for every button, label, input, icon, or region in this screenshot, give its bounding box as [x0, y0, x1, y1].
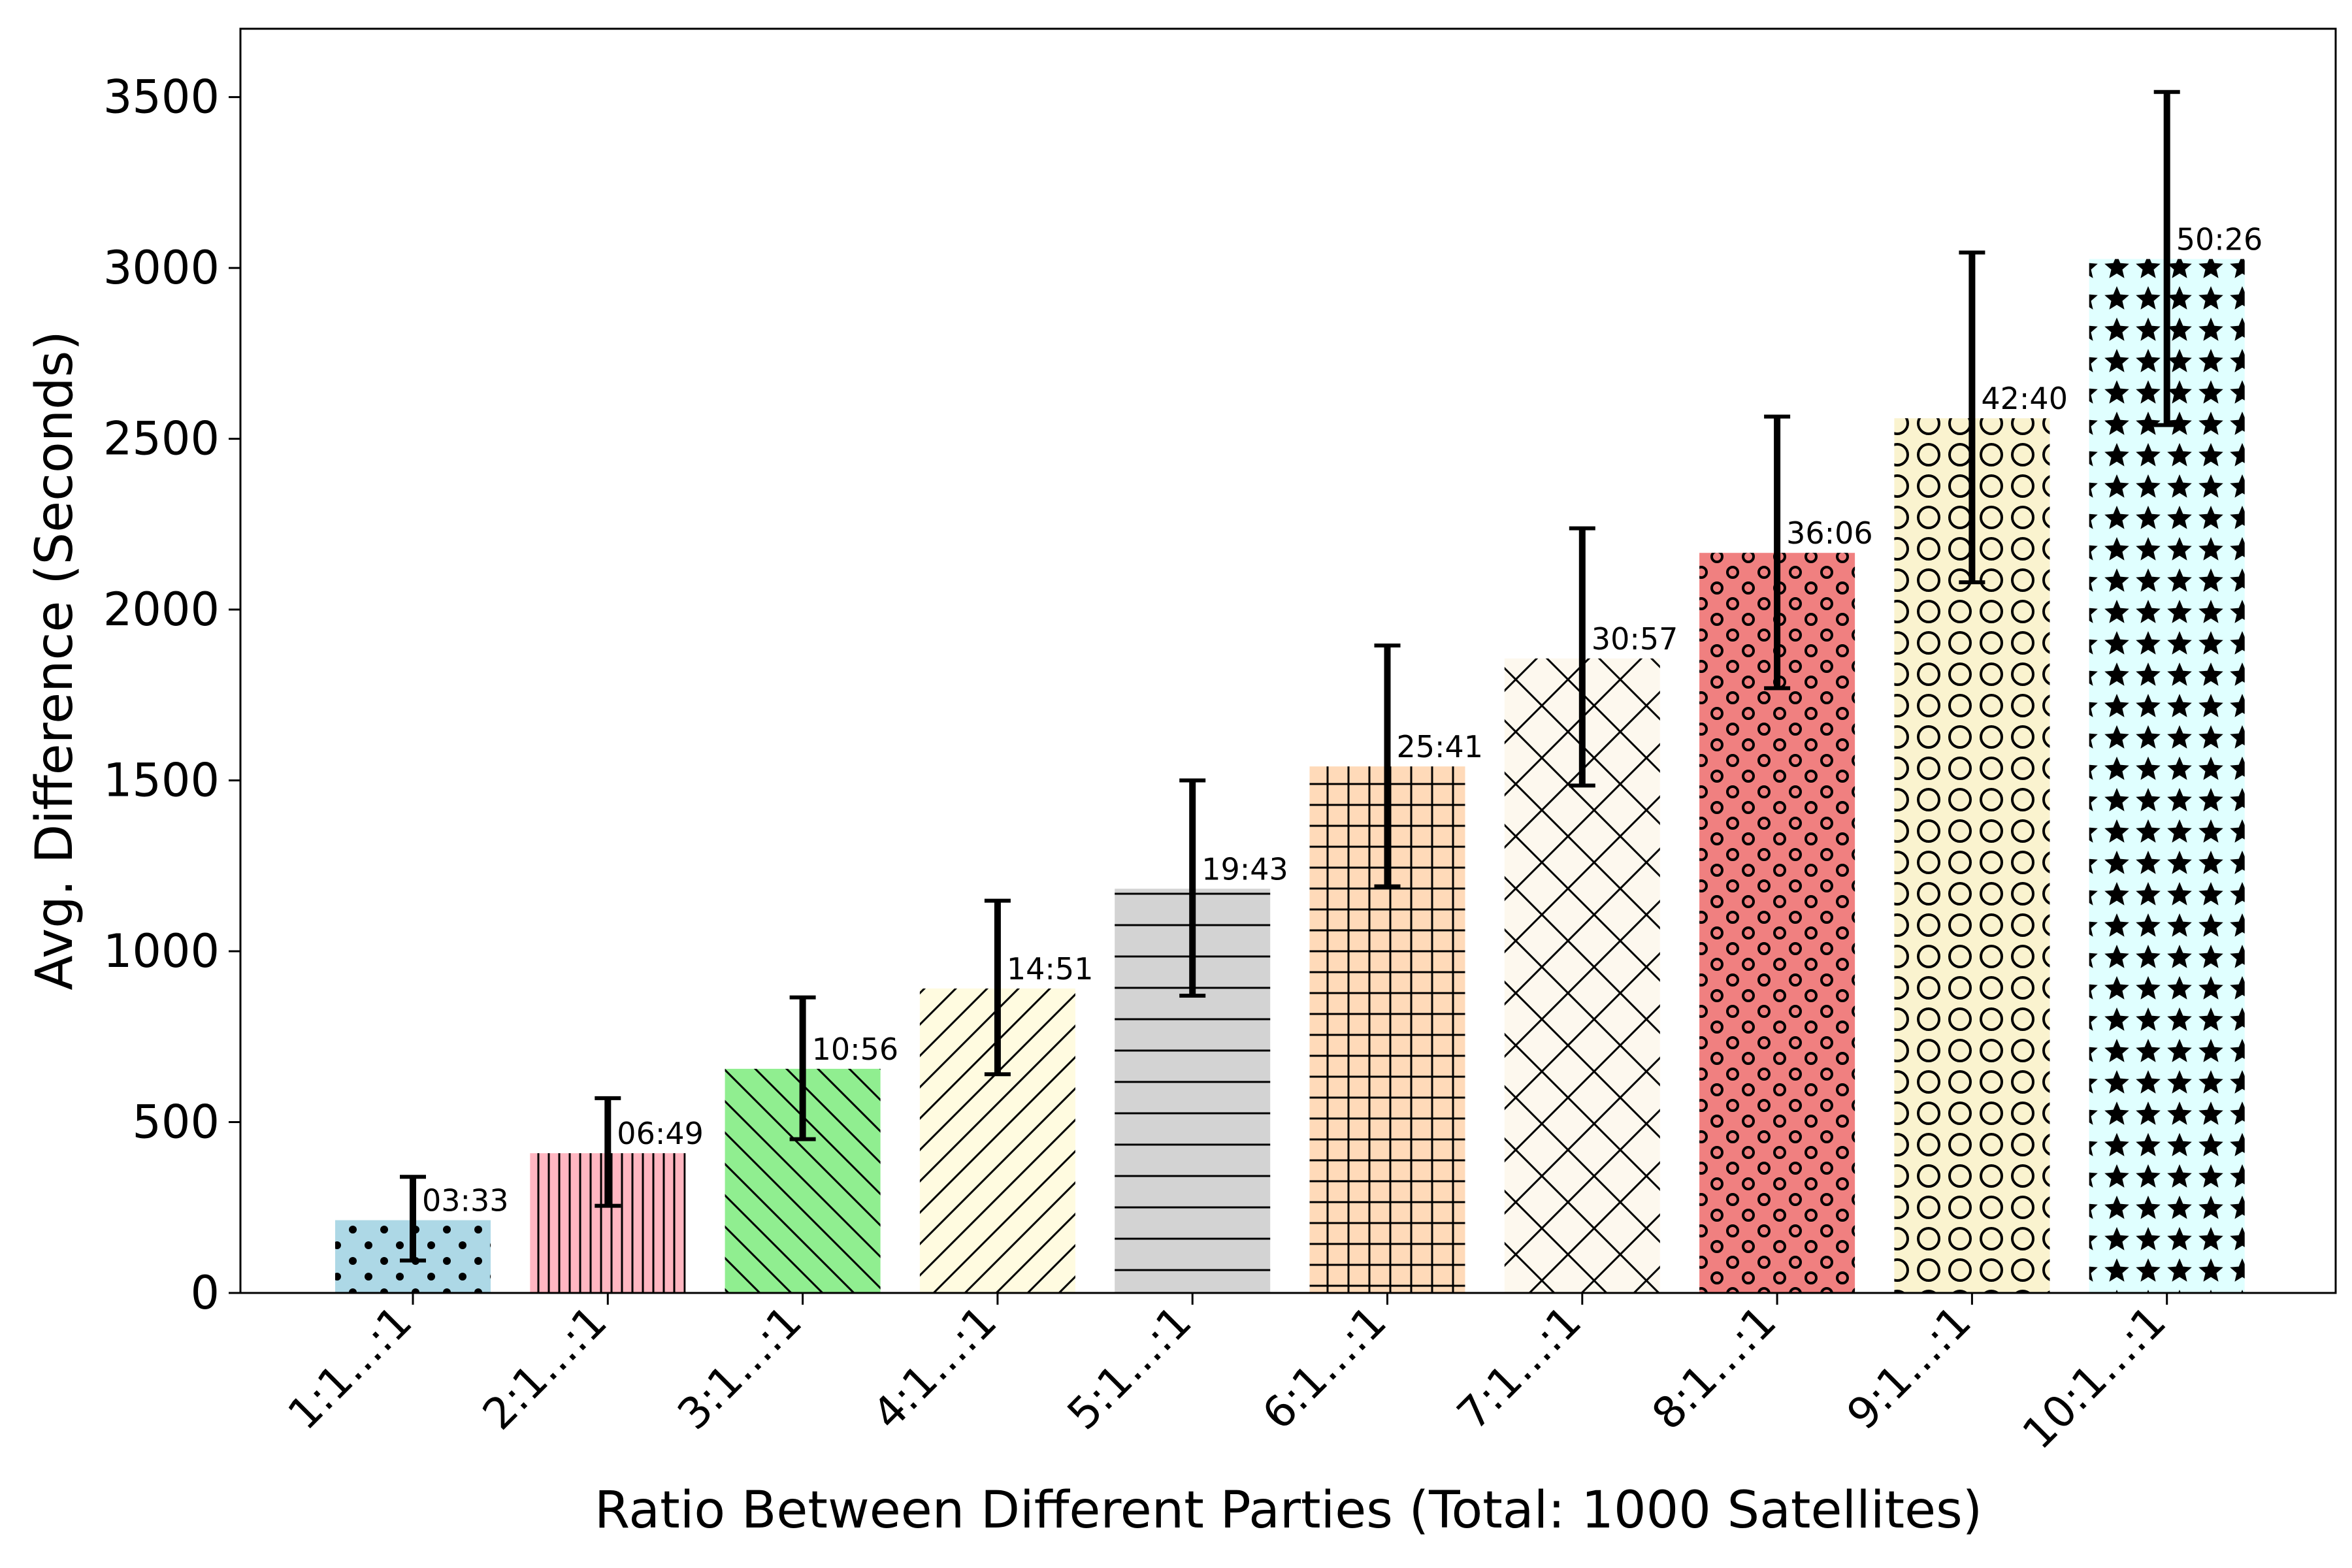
data-label: 06:49	[617, 1116, 704, 1151]
y-tick-label: 1000	[103, 924, 220, 978]
y-tick-label: 2500	[103, 412, 220, 466]
y-tick-label: 0	[190, 1266, 220, 1320]
data-label: 50:26	[2176, 221, 2263, 257]
x-tick-label: 9:1...:1	[1837, 1296, 1980, 1439]
error-bars-layer	[400, 90, 2180, 1263]
x-axis-title: Ratio Between Different Parties (Total: …	[595, 1481, 1982, 1540]
x-tick-label: 2:1...:1	[473, 1296, 616, 1439]
bar-hatch	[2089, 259, 2245, 1294]
y-tick-label: 2000	[103, 583, 220, 636]
x-tick-label: 6:1...:1	[1252, 1296, 1396, 1439]
data-label: 19:43	[1201, 851, 1288, 887]
x-tick-label: 5:1...:1	[1058, 1296, 1201, 1439]
x-tick-label: 10:1...:1	[2013, 1296, 2176, 1459]
x-tick-label: 4:1...:1	[863, 1296, 1006, 1439]
data-label: 10:56	[812, 1032, 899, 1067]
bars-layer	[335, 259, 2245, 1294]
y-tick-label: 1500	[103, 754, 220, 808]
x-tick-label: 7:1...:1	[1448, 1296, 1591, 1439]
data-label: 30:57	[1592, 621, 1678, 657]
data-labels-layer: 03:33 06:49 10:56 14:51 19:43 25:41 30:57 36:06…	[422, 221, 2262, 1218]
y-tick-label: 500	[132, 1096, 220, 1149]
y-tick-label: 3500	[103, 71, 220, 124]
plot-frame	[239, 27, 2337, 1294]
data-label: 14:51	[1007, 951, 1094, 987]
data-label: 25:41	[1397, 729, 1484, 764]
data-label: 36:06	[1786, 515, 1873, 551]
x-tick-label: 1:1...:1	[278, 1296, 421, 1439]
data-label: 03:33	[422, 1183, 509, 1218]
y-axis-title: Avg. Difference (Seconds)	[25, 331, 84, 990]
x-tick-label: 3:1...:1	[668, 1296, 811, 1439]
y-tick-label: 3000	[103, 241, 220, 295]
data-label: 42:40	[1981, 381, 2068, 416]
x-tick-label: 8:1...:1	[1642, 1296, 1786, 1439]
